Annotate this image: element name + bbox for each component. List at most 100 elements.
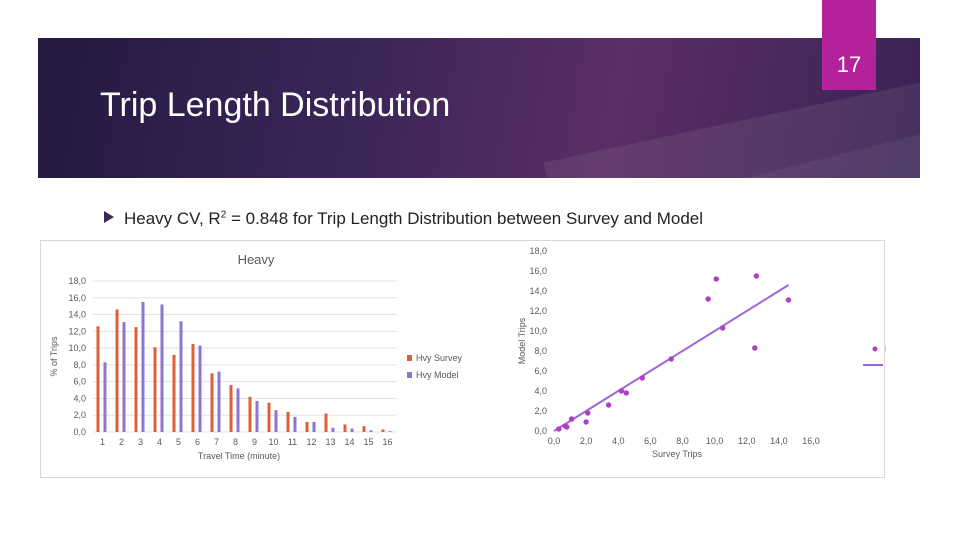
slide-number: 17 bbox=[836, 52, 862, 77]
bar-survey bbox=[305, 421, 309, 432]
bar-survey bbox=[115, 309, 119, 432]
y-tick-label: 16,0 bbox=[529, 266, 547, 276]
scatter-point bbox=[753, 273, 760, 279]
bar-model bbox=[274, 410, 278, 432]
y-tick-label: 0,0 bbox=[534, 426, 547, 436]
x-tick-label: 1 bbox=[100, 437, 105, 447]
y-tick-label: 0,0 bbox=[73, 427, 86, 437]
slide-number-box bbox=[822, 0, 876, 90]
y-tick-label: 4,0 bbox=[73, 393, 86, 403]
x-tick-label: 16 bbox=[382, 437, 392, 447]
legend-label: Hvy % bbox=[885, 344, 886, 354]
legend-label: Hvy Model bbox=[416, 370, 459, 380]
x-tick-label: 2 bbox=[119, 437, 124, 447]
bar-model bbox=[217, 371, 221, 432]
scatter-chart-x-axis-label: Survey Trips bbox=[652, 449, 703, 459]
y-tick-label: 6,0 bbox=[73, 377, 86, 387]
bar-survey bbox=[286, 411, 290, 432]
y-tick-label: 4,0 bbox=[534, 386, 547, 396]
bar-chart-x-axis-label: Travel Time (minute) bbox=[198, 451, 280, 461]
bullet-prefix: Heavy CV, R bbox=[124, 209, 221, 228]
scatter-point bbox=[639, 375, 646, 381]
x-tick-label: 4 bbox=[157, 437, 162, 447]
y-tick-label: 18,0 bbox=[68, 276, 86, 286]
bar-survey bbox=[248, 396, 252, 432]
y-tick-label: 8,0 bbox=[534, 346, 547, 356]
scatter-chart: Model Trips Survey Trips 0,0 2,0 4,0 6,0 8,0… bbox=[517, 246, 886, 459]
scatter-point bbox=[785, 297, 792, 303]
bar-model bbox=[350, 428, 354, 432]
scatter-point bbox=[719, 325, 726, 331]
scatter-point bbox=[623, 390, 629, 396]
y-tick-label: 14,0 bbox=[529, 286, 547, 296]
y-tick-label: 12,0 bbox=[68, 326, 86, 336]
x-tick-label: 0,0 bbox=[548, 436, 561, 446]
scatter-point bbox=[585, 410, 591, 416]
scatter-point bbox=[568, 416, 575, 422]
bar-model bbox=[198, 345, 202, 432]
bar-chart-y-ticks: 0,0 2,0 4,0 6,0 8,0 10,0 12,0 14,0 16,0 18,0 bbox=[68, 276, 86, 437]
x-tick-label: 12,0 bbox=[738, 436, 756, 446]
bar-chart-x-ticks: 1 2 3 4 5 6 7 8 9 10 11 12 13 14 15 16 bbox=[100, 437, 393, 447]
bar-chart-bars bbox=[96, 301, 392, 432]
bar-model bbox=[141, 301, 145, 432]
bar-survey bbox=[343, 424, 347, 432]
bar-survey bbox=[381, 429, 385, 432]
x-tick-label: 6,0 bbox=[644, 436, 657, 446]
bar-model bbox=[255, 400, 259, 432]
y-tick-label: 18,0 bbox=[529, 246, 547, 256]
legend-label: Hvy Survey bbox=[416, 353, 463, 363]
bar-model bbox=[331, 427, 335, 432]
scatter-point bbox=[713, 276, 719, 282]
scatter-point bbox=[583, 419, 589, 425]
x-tick-label: 13 bbox=[325, 437, 335, 447]
scatter-chart-points bbox=[556, 273, 792, 432]
bar-model bbox=[122, 322, 126, 432]
x-tick-label: 4,0 bbox=[612, 436, 625, 446]
legend-swatch bbox=[407, 355, 412, 361]
bar-survey bbox=[134, 327, 138, 432]
bar-chart: Heavy % of Trips Travel Time (minute) 0,… bbox=[49, 252, 463, 461]
y-tick-label: 2,0 bbox=[73, 410, 86, 420]
scatter-point bbox=[564, 424, 570, 430]
scatter-point bbox=[705, 296, 711, 302]
bar-survey bbox=[96, 326, 100, 432]
bar-survey bbox=[229, 385, 233, 432]
chart-container: Heavy % of Trips Travel Time (minute) 0,… bbox=[40, 240, 886, 478]
scatter-chart-legend: Hvy %Line 1 bbox=[863, 344, 886, 366]
scatter-point bbox=[618, 388, 625, 394]
y-tick-label: 8,0 bbox=[73, 360, 86, 370]
x-tick-label: 2,0 bbox=[580, 436, 593, 446]
x-tick-label: 3 bbox=[138, 437, 143, 447]
x-tick-label: 8 bbox=[233, 437, 238, 447]
scatter-point bbox=[668, 356, 674, 362]
page-title: Trip Length Distribution bbox=[100, 86, 451, 124]
bar-model bbox=[103, 362, 107, 432]
x-tick-label: 14,0 bbox=[770, 436, 788, 446]
x-tick-label: 6 bbox=[195, 437, 200, 447]
x-tick-label: 8,0 bbox=[676, 436, 689, 446]
bar-survey bbox=[267, 402, 271, 432]
x-tick-label: 9 bbox=[252, 437, 257, 447]
bar-model bbox=[236, 388, 240, 432]
bar-survey bbox=[210, 373, 214, 432]
bar-chart-title: Heavy bbox=[238, 252, 275, 267]
bullet-superscript: 2 bbox=[220, 209, 227, 221]
y-tick-label: 12,0 bbox=[529, 306, 547, 316]
bar-chart-y-axis-label: % of Trips bbox=[49, 336, 59, 377]
bar-survey bbox=[191, 343, 195, 432]
y-tick-label: 16,0 bbox=[68, 293, 86, 303]
bar-model bbox=[388, 431, 392, 432]
x-tick-label: 10,0 bbox=[706, 436, 724, 446]
scatter-point bbox=[752, 345, 758, 351]
x-tick-label: 7 bbox=[214, 437, 219, 447]
x-tick-label: 16,0 bbox=[802, 436, 820, 446]
x-tick-label: 10 bbox=[268, 437, 278, 447]
bar-model bbox=[293, 416, 297, 432]
x-tick-label: 11 bbox=[288, 437, 297, 447]
scatter-chart-y-axis-label: Model Trips bbox=[517, 317, 527, 364]
bar-survey bbox=[153, 347, 157, 432]
bullet-suffix: = 0.848 for Trip Length Distribution bet… bbox=[226, 209, 704, 228]
y-tick-label: 10,0 bbox=[529, 326, 547, 336]
bar-model bbox=[179, 321, 183, 432]
